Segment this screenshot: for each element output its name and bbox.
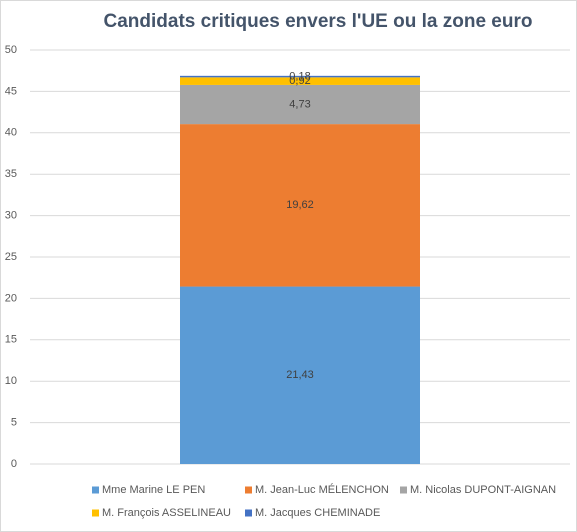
y-tick-label: 20: [5, 292, 17, 304]
value-label: 21,43: [286, 369, 314, 381]
bar-segment: [180, 124, 420, 287]
y-tick-label: 10: [5, 375, 17, 387]
y-tick-label: 30: [5, 210, 17, 222]
y-tick-label: 50: [5, 44, 17, 56]
y-tick-label: 15: [5, 334, 17, 346]
legend-label: M. François ASSELINEAU: [102, 507, 231, 519]
y-tick-label: 25: [5, 251, 17, 263]
y-tick-label: 5: [11, 417, 17, 429]
value-label: 0,92: [289, 75, 310, 87]
y-tick-label: 40: [5, 127, 17, 139]
y-tick-label: 35: [5, 168, 17, 180]
value-label: 4,73: [289, 98, 310, 110]
bar-segment: [180, 84, 420, 125]
legend-swatch: [245, 486, 252, 494]
value-label: 0,18: [289, 70, 310, 82]
legend-swatch: [245, 509, 252, 517]
legend-label: M. Nicolas DUPONT-AIGNAN: [410, 484, 556, 496]
legend-swatch: [400, 486, 407, 494]
bar-segment: [180, 75, 420, 78]
legend-swatch: [92, 486, 99, 494]
bar-segment: [180, 77, 420, 85]
legend-swatch: [92, 509, 99, 517]
bar-segment: [180, 286, 420, 464]
chart-title: Candidats critiques envers l'UE ou la zo…: [104, 11, 533, 32]
legend-label: M. Jacques CHEMINADE: [255, 507, 380, 519]
y-tick-label: 0: [11, 458, 17, 470]
legend-label: Mme Marine LE PEN: [102, 484, 205, 496]
y-tick-label: 45: [5, 85, 17, 97]
value-label: 19,62: [286, 199, 314, 211]
legend-label: M. Jean-Luc MÉLENCHON: [255, 483, 389, 496]
